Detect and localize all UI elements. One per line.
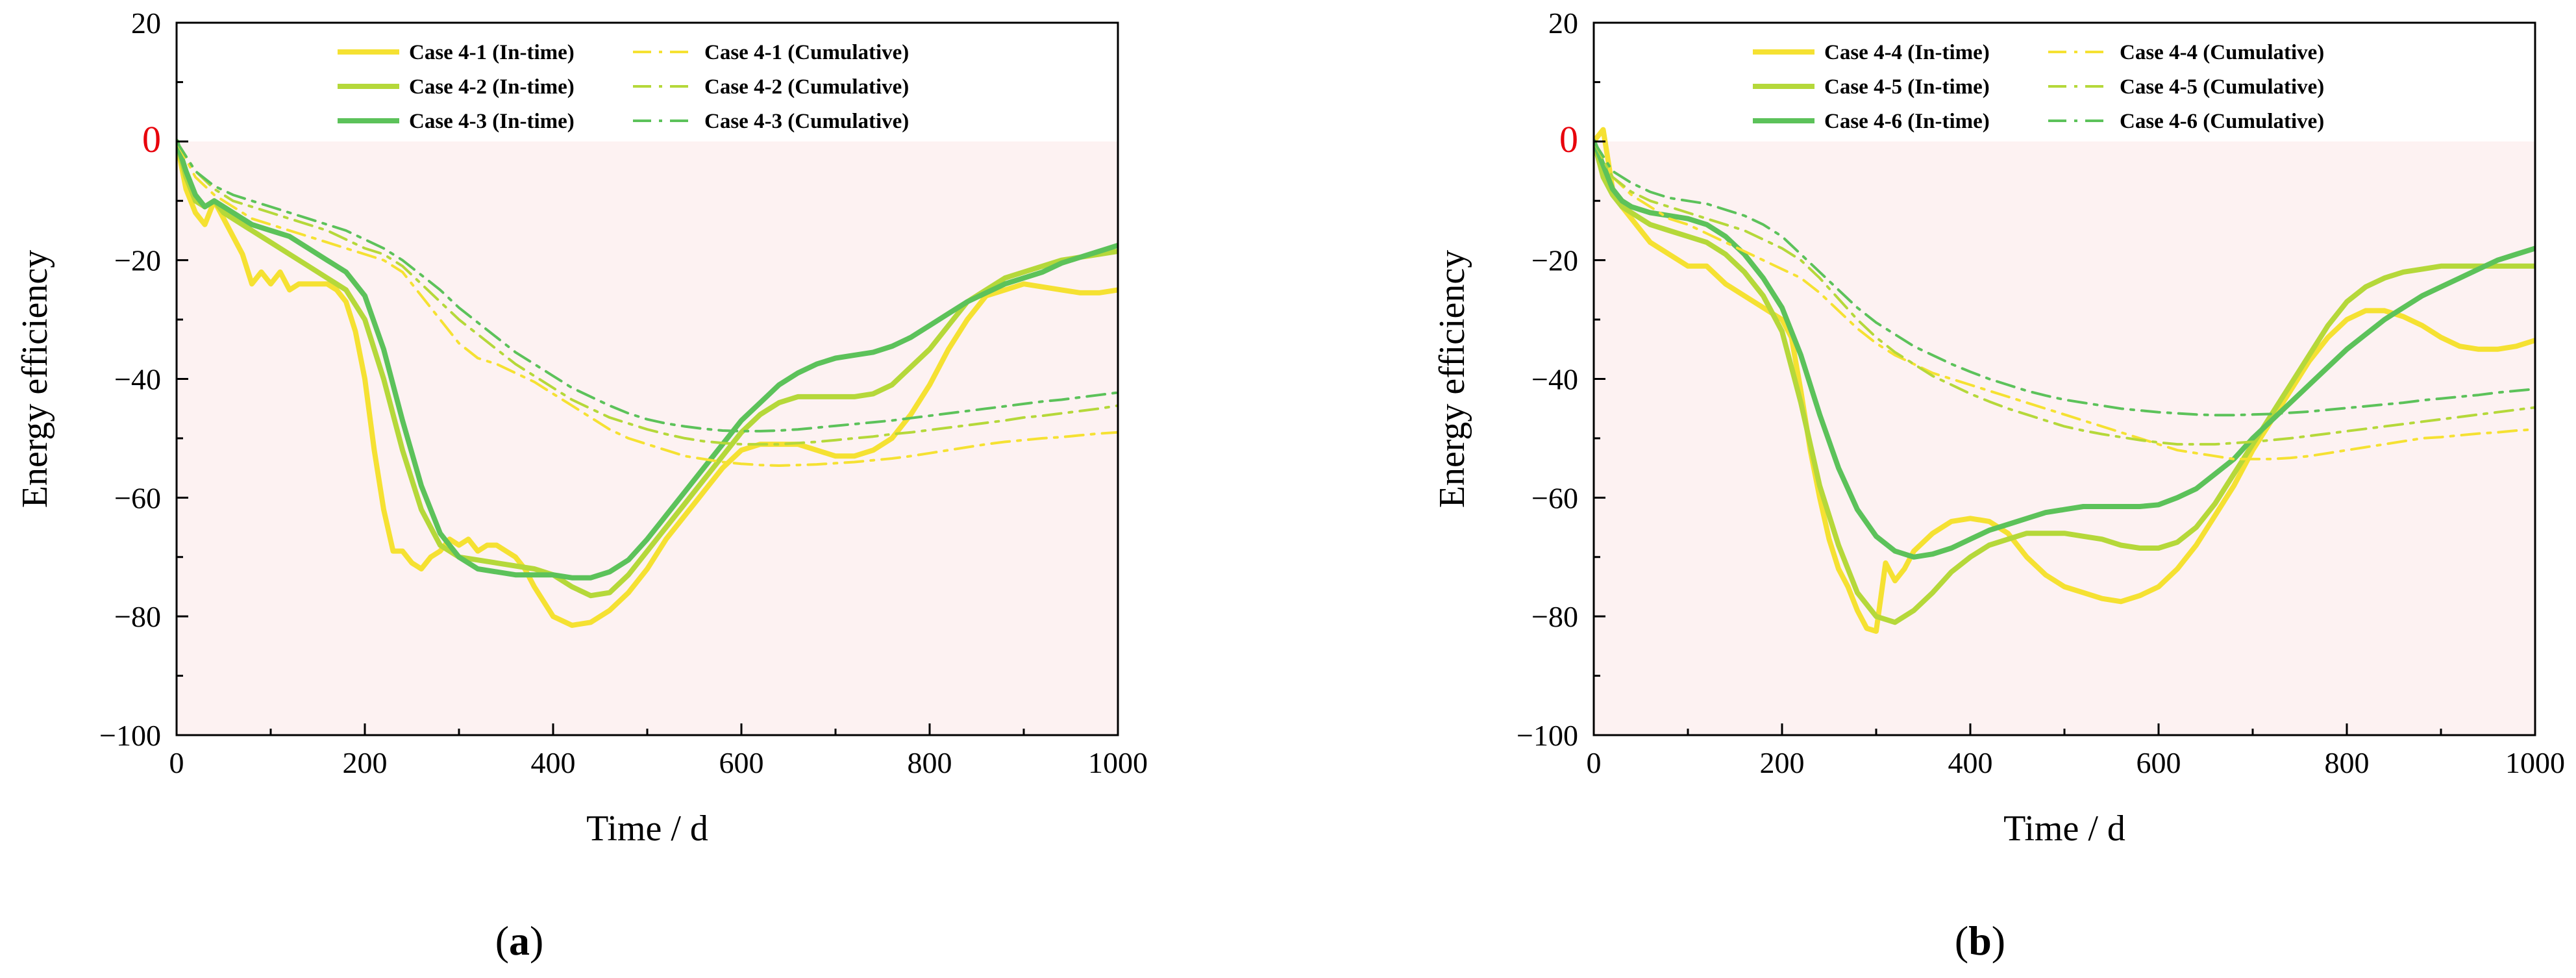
x-tick-label: 0 xyxy=(169,746,184,779)
x-tick-label: 200 xyxy=(343,746,388,779)
x-tick-label: 400 xyxy=(531,746,576,779)
y-tick-label: −40 xyxy=(1531,363,1578,396)
y-tick-label: −80 xyxy=(114,600,161,633)
legend-label: Case 4-4 (Cumulative) xyxy=(2120,41,2324,64)
chart-panel-a: 0 200 400 600 800 1000 −100 −80 −60 −40 −20 0 20 Time… xyxy=(15,6,1148,964)
x-tick-label: 600 xyxy=(719,746,764,779)
legend-label: Case 4-2 (In-time) xyxy=(409,75,575,99)
y-axis-title: Energy efficiency xyxy=(15,250,55,508)
x-tick-label: 400 xyxy=(1948,746,1993,779)
series-line-case-4-5-in-time xyxy=(1594,138,2535,625)
series-line-case-4-2-cumulative xyxy=(177,140,1118,446)
legend-label: Case 4-6 (In-time) xyxy=(1824,110,1990,133)
series-line-case-4-4-in-time xyxy=(1594,127,2535,634)
panel-caption: (a) xyxy=(495,918,544,964)
legend-label: Case 4-1 (Cumulative) xyxy=(704,41,909,64)
y-tick-label: −60 xyxy=(1531,481,1578,514)
legend-label: Case 4-5 (Cumulative) xyxy=(2120,75,2324,99)
series-line-case-4-6-in-time xyxy=(1594,138,2535,560)
x-tick-label: 200 xyxy=(1760,746,1805,779)
y-tick-label: 20 xyxy=(131,6,161,40)
y-tick-label: 20 xyxy=(1548,6,1578,40)
series-line-case-4-6-cumulative xyxy=(1594,140,2535,417)
x-tick-label: 1000 xyxy=(2505,746,2565,779)
legend-label: Case 4-5 (In-time) xyxy=(1824,75,1990,99)
x-tick-label: 800 xyxy=(908,746,952,779)
legend-label: Case 4-6 (Cumulative) xyxy=(2120,110,2324,133)
legend-label: Case 4-1 (In-time) xyxy=(409,41,575,64)
y-tick-label: −20 xyxy=(114,244,161,277)
y-tick-label: −100 xyxy=(1517,719,1578,752)
x-tick-label: 0 xyxy=(1587,746,1602,779)
series-line-case-4-5-cumulative xyxy=(1594,140,2535,446)
x-tick-label: 1000 xyxy=(1088,746,1148,779)
y-tick-label-highlight: 0 xyxy=(1559,118,1578,160)
series-line-case-4-1-in-time xyxy=(177,138,1118,628)
series-line-case-4-3-in-time xyxy=(177,138,1118,581)
x-axis-title: Time / d xyxy=(586,809,708,849)
legend-label: Case 4-2 (Cumulative) xyxy=(704,75,909,99)
series-line-case-4-4-cumulative xyxy=(1594,140,2535,460)
y-tick-label-highlight: 0 xyxy=(142,118,161,160)
legend-label: Case 4-3 (In-time) xyxy=(409,110,575,133)
y-axis-title: Energy efficiency xyxy=(1432,250,1472,508)
y-tick-label: −40 xyxy=(114,363,161,396)
legend-label: Case 4-3 (Cumulative) xyxy=(704,110,909,133)
shaded-region xyxy=(177,141,1118,736)
y-tick-label: −60 xyxy=(114,481,161,514)
series-line-case-4-2-in-time xyxy=(177,138,1118,599)
panel-caption: (b) xyxy=(1955,918,2005,964)
legend-label: Case 4-4 (In-time) xyxy=(1824,41,1990,64)
chart-panel-b: 0 200 400 600 800 1000 −100 −80 −60 −40 −20 0 20 Time… xyxy=(1432,6,2565,964)
y-tick-label: −20 xyxy=(1531,244,1578,277)
shaded-region xyxy=(1594,141,2535,736)
x-tick-label: 600 xyxy=(2136,746,2181,779)
y-tick-label: −80 xyxy=(1531,600,1578,633)
series-line-case-4-1-cumulative xyxy=(177,140,1118,467)
x-tick-label: 800 xyxy=(2325,746,2370,779)
y-tick-label: −100 xyxy=(99,719,161,752)
x-axis-title: Time / d xyxy=(2003,809,2125,849)
series-line-case-4-3-cumulative xyxy=(177,140,1118,433)
